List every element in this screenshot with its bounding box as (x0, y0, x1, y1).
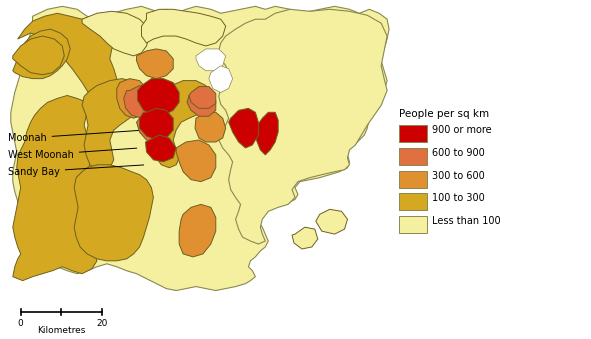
Polygon shape (13, 29, 70, 79)
Text: Moonah: Moonah (8, 130, 141, 143)
Polygon shape (254, 112, 278, 155)
Text: 20: 20 (96, 319, 108, 328)
Bar (399, 171, 427, 187)
Polygon shape (292, 227, 318, 249)
Text: 0: 0 (18, 319, 24, 328)
Polygon shape (179, 204, 216, 257)
Polygon shape (141, 9, 226, 46)
Polygon shape (229, 108, 258, 148)
Polygon shape (219, 9, 387, 244)
Polygon shape (82, 79, 141, 172)
Polygon shape (195, 112, 226, 142)
Polygon shape (124, 85, 157, 118)
Polygon shape (137, 49, 173, 79)
Polygon shape (176, 140, 216, 182)
Polygon shape (13, 13, 120, 281)
Bar (399, 216, 427, 233)
Bar (399, 148, 427, 165)
Text: 600 to 900: 600 to 900 (431, 148, 485, 158)
Text: Sandy Bay: Sandy Bay (8, 165, 144, 177)
Polygon shape (11, 6, 389, 291)
Polygon shape (189, 86, 216, 108)
Text: People per sq km: People per sq km (399, 109, 489, 119)
Text: 100 to 300: 100 to 300 (431, 194, 485, 203)
Polygon shape (74, 165, 154, 261)
Polygon shape (13, 36, 64, 75)
Bar (399, 125, 427, 142)
Polygon shape (137, 115, 166, 142)
Text: Less than 100: Less than 100 (431, 216, 501, 226)
Polygon shape (316, 210, 348, 234)
Polygon shape (145, 135, 176, 162)
Text: 300 to 600: 300 to 600 (431, 171, 485, 181)
Polygon shape (154, 81, 211, 168)
Polygon shape (138, 79, 179, 115)
Bar (399, 194, 427, 210)
Polygon shape (196, 49, 226, 71)
Polygon shape (187, 91, 216, 116)
Polygon shape (82, 11, 150, 56)
Text: 900 or more: 900 or more (431, 125, 491, 135)
Text: West Moonah: West Moonah (8, 148, 137, 160)
Polygon shape (117, 79, 150, 118)
Polygon shape (139, 108, 173, 140)
Text: Kilometres: Kilometres (37, 326, 86, 335)
Polygon shape (209, 66, 233, 93)
